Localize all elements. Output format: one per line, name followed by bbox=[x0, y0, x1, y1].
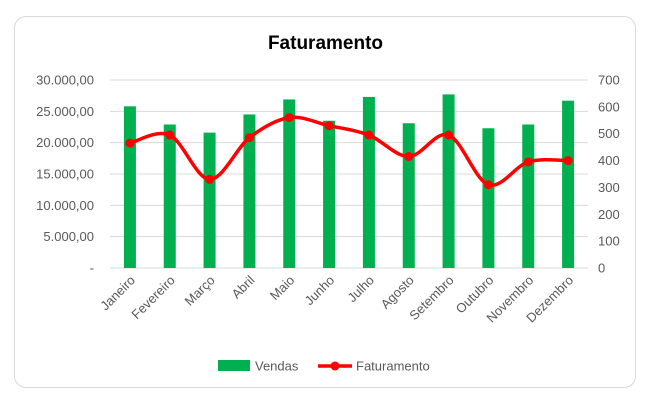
bar bbox=[243, 114, 256, 268]
x-tick-label: Agosto bbox=[378, 273, 417, 312]
line-point bbox=[324, 121, 334, 131]
bar-series bbox=[123, 94, 575, 269]
y-left-tick-label: - bbox=[90, 261, 94, 276]
y-right-tick-label: 500 bbox=[598, 126, 620, 141]
y-left-tick-label: 20.000,00 bbox=[36, 135, 94, 150]
chart-title: Faturamento bbox=[267, 33, 384, 54]
y-right-tick-label: 100 bbox=[598, 234, 620, 249]
y-right-tick-label: 400 bbox=[598, 153, 620, 168]
x-tick-label: Julho bbox=[344, 273, 377, 306]
legend-label-vendas: Vendas bbox=[255, 359, 299, 374]
bar bbox=[123, 106, 136, 268]
bar bbox=[442, 94, 455, 268]
line-point bbox=[165, 130, 175, 140]
bar bbox=[203, 132, 216, 268]
x-tick-label: Fevereiro bbox=[128, 273, 177, 322]
legend-label-faturamento: Faturamento bbox=[356, 359, 430, 374]
gridlines bbox=[110, 79, 588, 269]
x-tick-label: Maio bbox=[267, 273, 298, 304]
bar bbox=[283, 99, 296, 268]
legend: Vendas Faturamento bbox=[218, 359, 430, 374]
x-tick-label: Junho bbox=[302, 273, 338, 309]
legend-marker-faturamento bbox=[330, 361, 340, 371]
y-axis-left: - 5.000,00 10.000,00 15.000,00 20.000,00 25.0… bbox=[36, 73, 94, 276]
y-left-tick-label: 30.000,00 bbox=[36, 73, 94, 88]
legend-swatch-vendas bbox=[218, 360, 250, 371]
y-left-tick-label: 15.000,00 bbox=[36, 167, 94, 182]
y-right-tick-label: 200 bbox=[598, 207, 620, 222]
bar bbox=[402, 123, 415, 269]
line-point bbox=[483, 180, 493, 190]
line-point bbox=[284, 113, 294, 123]
bar bbox=[482, 128, 495, 268]
line-point bbox=[125, 138, 135, 148]
y-right-tick-label: 700 bbox=[598, 73, 620, 88]
faturamento-line bbox=[129, 115, 569, 187]
line-point bbox=[563, 156, 573, 166]
line-point bbox=[444, 130, 454, 140]
bar bbox=[562, 100, 575, 269]
line-point bbox=[523, 157, 533, 167]
y-right-tick-label: 0 bbox=[598, 261, 605, 276]
y-right-tick-label: 300 bbox=[598, 180, 620, 195]
line-point bbox=[205, 174, 215, 184]
line-series bbox=[125, 113, 573, 190]
y-left-tick-label: 10.000,00 bbox=[36, 198, 94, 213]
x-tick-label: Março bbox=[182, 273, 218, 309]
y-axis-right: 0 100 200 300 400 500 600 700 bbox=[598, 73, 620, 276]
line-point bbox=[404, 152, 414, 162]
line-point bbox=[244, 133, 254, 143]
y-right-tick-label: 600 bbox=[598, 99, 620, 114]
bar bbox=[362, 96, 375, 268]
y-left-tick-label: 5.000,00 bbox=[43, 229, 94, 244]
bar bbox=[163, 124, 176, 268]
bar bbox=[323, 120, 336, 268]
y-left-tick-label: 25.000,00 bbox=[36, 104, 94, 119]
bar bbox=[522, 124, 535, 268]
x-tick-label: Abril bbox=[229, 272, 258, 301]
line-point bbox=[364, 130, 374, 140]
